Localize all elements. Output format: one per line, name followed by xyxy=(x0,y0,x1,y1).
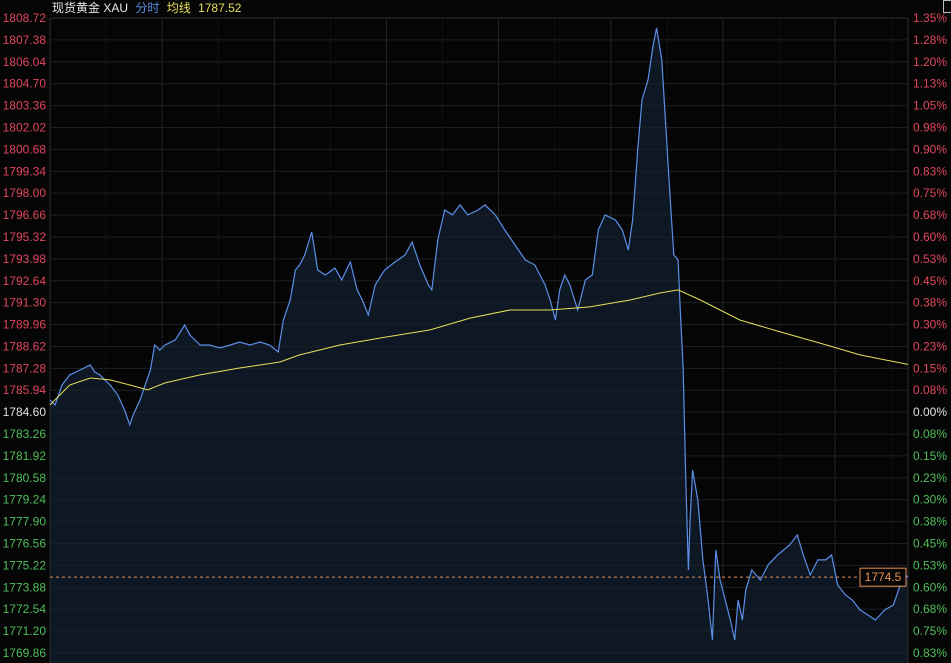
y-tick-label-left: 1791.30 xyxy=(3,296,47,310)
price-area-fill xyxy=(50,28,908,663)
ma-value: 1787.52 xyxy=(198,1,242,15)
y-tick-label-right: 0.30% xyxy=(913,318,947,332)
y-tick-label-right: 0.60% xyxy=(913,230,947,244)
mode-label[interactable]: 分时 xyxy=(135,1,160,15)
y-tick-label-left: 1779.24 xyxy=(3,493,47,507)
y-tick-label-left: 1792.64 xyxy=(3,274,47,288)
y-tick-label-left: 1785.94 xyxy=(3,383,47,397)
y-tick-label-right: 0.15% xyxy=(913,361,947,375)
y-tick-label-left: 1807.38 xyxy=(3,33,47,47)
y-tick-label-left: 1769.86 xyxy=(3,646,47,660)
y-tick-label-left: 1799.34 xyxy=(3,164,47,178)
y-tick-label-right: 0.90% xyxy=(913,142,947,156)
y-tick-label-right: 0.83% xyxy=(913,164,947,178)
y-tick-label-right: 0.68% xyxy=(913,602,947,616)
ma-label: 均线 xyxy=(166,1,191,15)
y-tick-label-left: 1800.68 xyxy=(3,142,47,156)
y-tick-label-right: 0.45% xyxy=(913,537,947,551)
y-tick-label-left: 1787.28 xyxy=(3,361,47,375)
y-tick-label-left: 1781.92 xyxy=(3,449,47,463)
y-tick-label-right: 0.83% xyxy=(913,646,947,660)
y-tick-label-left: 1802.02 xyxy=(3,120,47,134)
y-tick-label-left: 1780.58 xyxy=(3,471,47,485)
y-tick-label-right: 0.38% xyxy=(913,515,947,529)
y-tick-label-right: 0.75% xyxy=(913,624,947,638)
y-tick-label-right: 0.68% xyxy=(913,208,947,222)
y-tick-label-left: 1798.00 xyxy=(3,186,47,200)
y-tick-label-right: 0.38% xyxy=(913,296,947,310)
y-tick-label-left: 1775.22 xyxy=(3,558,47,572)
y-tick-label-right: 0.53% xyxy=(913,558,947,572)
y-tick-label-left: 1806.04 xyxy=(3,55,47,69)
y-tick-label-left: 1793.98 xyxy=(3,252,47,266)
y-tick-label-left: 1773.88 xyxy=(3,580,47,594)
y-tick-label-left: 1788.62 xyxy=(3,339,47,353)
ma-line xyxy=(49,289,909,406)
y-tick-label-left: 1796.66 xyxy=(3,208,47,222)
y-tick-label-right: 0.00% xyxy=(913,405,947,419)
y-tick-label-right: 0.45% xyxy=(913,274,947,288)
y-tick-label-left: 1789.96 xyxy=(3,318,47,332)
y-tick-label-right: 0.53% xyxy=(913,252,947,266)
y-tick-label-right: 0.75% xyxy=(913,186,947,200)
y-tick-label-right: 0.98% xyxy=(913,120,947,134)
y-tick-label-right: 1.28% xyxy=(913,33,947,47)
y-tick-label-left: 1783.26 xyxy=(3,427,47,441)
y-tick-label-right: 1.05% xyxy=(913,99,947,113)
y-tick-label-right: 1.20% xyxy=(913,55,947,69)
y-tick-label-right: 0.15% xyxy=(913,449,947,463)
y-tick-label-right: 0.23% xyxy=(913,471,947,485)
y-tick-label-left: 1777.90 xyxy=(3,515,47,529)
y-tick-label-left: 1776.56 xyxy=(3,537,47,551)
instrument-name: 现货黄金 XAU xyxy=(52,1,129,15)
last-price-label: 1774.5 xyxy=(865,570,902,584)
y-tick-label-right: 0.60% xyxy=(913,580,947,594)
y-tick-label-right: 0.08% xyxy=(913,383,947,397)
y-tick-label-right: 1.35% xyxy=(913,11,947,25)
price-line xyxy=(49,27,909,641)
y-tick-label-right: 0.30% xyxy=(913,493,947,507)
y-tick-label-left: 1803.36 xyxy=(3,99,47,113)
y-tick-label-left: 1804.70 xyxy=(3,77,47,91)
y-tick-label-right: 0.23% xyxy=(913,339,947,353)
y-tick-label-left: 1771.20 xyxy=(3,624,47,638)
y-tick-label-right: 1.13% xyxy=(913,77,947,91)
last-price-box xyxy=(859,567,907,587)
y-tick-label-left: 1784.60 xyxy=(3,405,47,419)
y-tick-label-left: 1808.72 xyxy=(3,11,47,25)
chart-header: 现货黄金 XAU 分时 均线 1787.52 xyxy=(52,1,245,15)
expand-icon[interactable] xyxy=(943,0,951,13)
y-tick-label-left: 1795.32 xyxy=(3,230,47,244)
y-tick-label-right: 0.08% xyxy=(913,427,947,441)
y-tick-label-left: 1772.54 xyxy=(3,602,47,616)
